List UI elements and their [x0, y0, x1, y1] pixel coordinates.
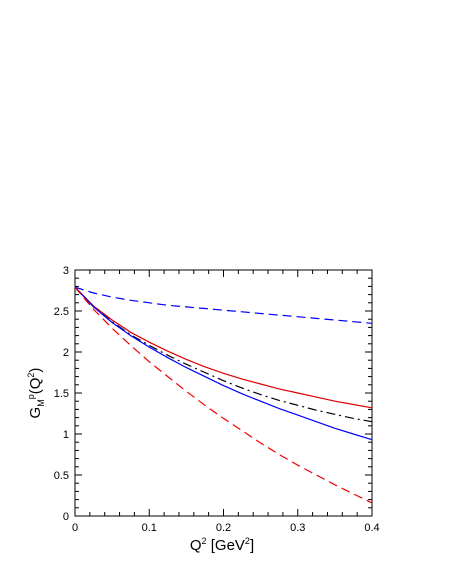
series-line-3	[74, 286, 373, 423]
x-tick-label: 0.2	[216, 522, 231, 534]
tick-labels: 0 0.1 0.2 0.3 0.4 0 0.5 1 1.5 2 2.5 3	[54, 265, 380, 534]
plot-frame	[74, 269, 373, 517]
x-tick-label: 0.1	[142, 522, 157, 534]
x-tick-label: 0.3	[290, 522, 305, 534]
x-axis-title: Q2 [GeV2]	[190, 536, 254, 554]
y-tick-label: 2.5	[54, 306, 69, 318]
y-tick-label: 0.5	[54, 470, 69, 482]
series-line-1	[74, 286, 373, 324]
y-axis-title: GMp(Q2)	[26, 368, 46, 419]
y-tick-label: 3	[63, 265, 69, 277]
y-tick-label: 2	[63, 347, 69, 359]
x-tick-label: 0	[72, 522, 78, 534]
series-line-5	[74, 286, 373, 504]
series-line-2	[74, 286, 373, 409]
axis-ticks	[74, 269, 373, 517]
y-tick-label: 0	[63, 511, 69, 523]
series-line-4	[74, 286, 373, 441]
x-tick-label: 0.4	[364, 522, 379, 534]
series-group	[74, 286, 373, 504]
y-tick-label: 1	[63, 429, 69, 441]
y-tick-label: 1.5	[54, 388, 69, 400]
